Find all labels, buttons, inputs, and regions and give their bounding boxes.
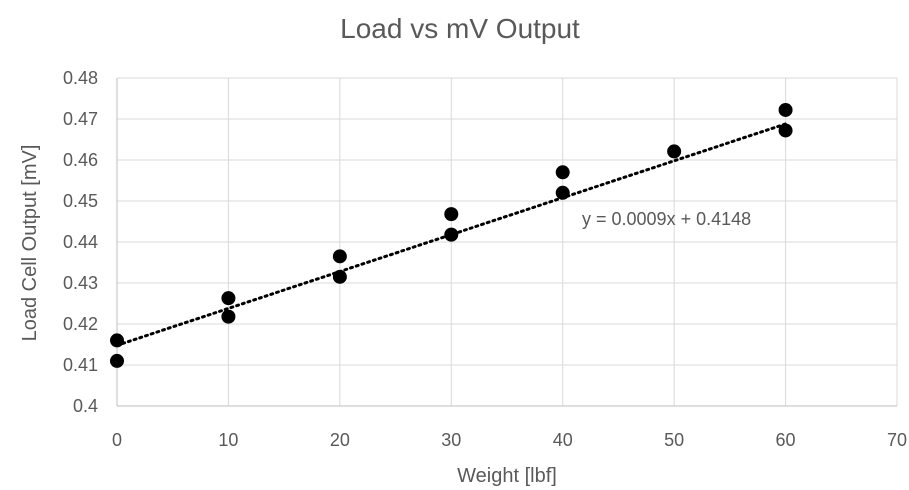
data-points — [110, 102, 793, 368]
data-point — [444, 207, 459, 222]
y-tick-label: 0.42 — [63, 314, 98, 334]
tick-labels: 0.4 0.41 0.42 0.43 0.44 0.45 0.46 0.47 0.48 0 10 20… — [63, 68, 907, 450]
y-tick-label: 0.47 — [63, 109, 98, 129]
y-tick-label: 0.41 — [63, 355, 98, 375]
x-tick-label: 50 — [664, 430, 684, 450]
trendline-equation: y = 0.0009x + 0.4148 — [582, 209, 751, 229]
axes — [116, 78, 897, 407]
trendline — [115, 122, 788, 347]
data-point — [778, 123, 793, 138]
x-tick-label: 40 — [553, 430, 573, 450]
y-tick-label: 0.46 — [63, 150, 98, 170]
data-point — [444, 227, 459, 242]
y-tick-label: 0.44 — [63, 232, 98, 252]
y-tick-label: 0.48 — [63, 68, 98, 88]
data-point — [110, 333, 124, 348]
x-tick-label: 10 — [218, 430, 238, 450]
x-axis-label: Weight [lbf] — [457, 465, 557, 487]
x-tick-label: 20 — [330, 430, 350, 450]
y-tick-label: 0.45 — [63, 191, 98, 211]
y-tick-label: 0.4 — [73, 396, 98, 416]
y-tick-label: 0.43 — [63, 273, 98, 293]
x-tick-label: 30 — [441, 430, 461, 450]
x-tick-label: 70 — [887, 430, 907, 450]
data-point — [332, 269, 347, 284]
data-point — [221, 309, 236, 324]
chart-title: Load vs mV Output — [340, 13, 580, 44]
data-point — [555, 185, 570, 200]
data-point — [667, 144, 682, 159]
data-point — [110, 353, 124, 368]
data-point — [332, 249, 347, 264]
trendline-group — [115, 122, 788, 347]
data-point — [778, 102, 793, 117]
data-point — [555, 165, 570, 180]
data-point — [221, 291, 236, 306]
gridlines — [117, 77, 898, 406]
x-tick-label: 60 — [776, 430, 796, 450]
y-axis-label: Load Cell Output [mV] — [19, 145, 41, 342]
x-tick-label: 0 — [112, 430, 122, 450]
